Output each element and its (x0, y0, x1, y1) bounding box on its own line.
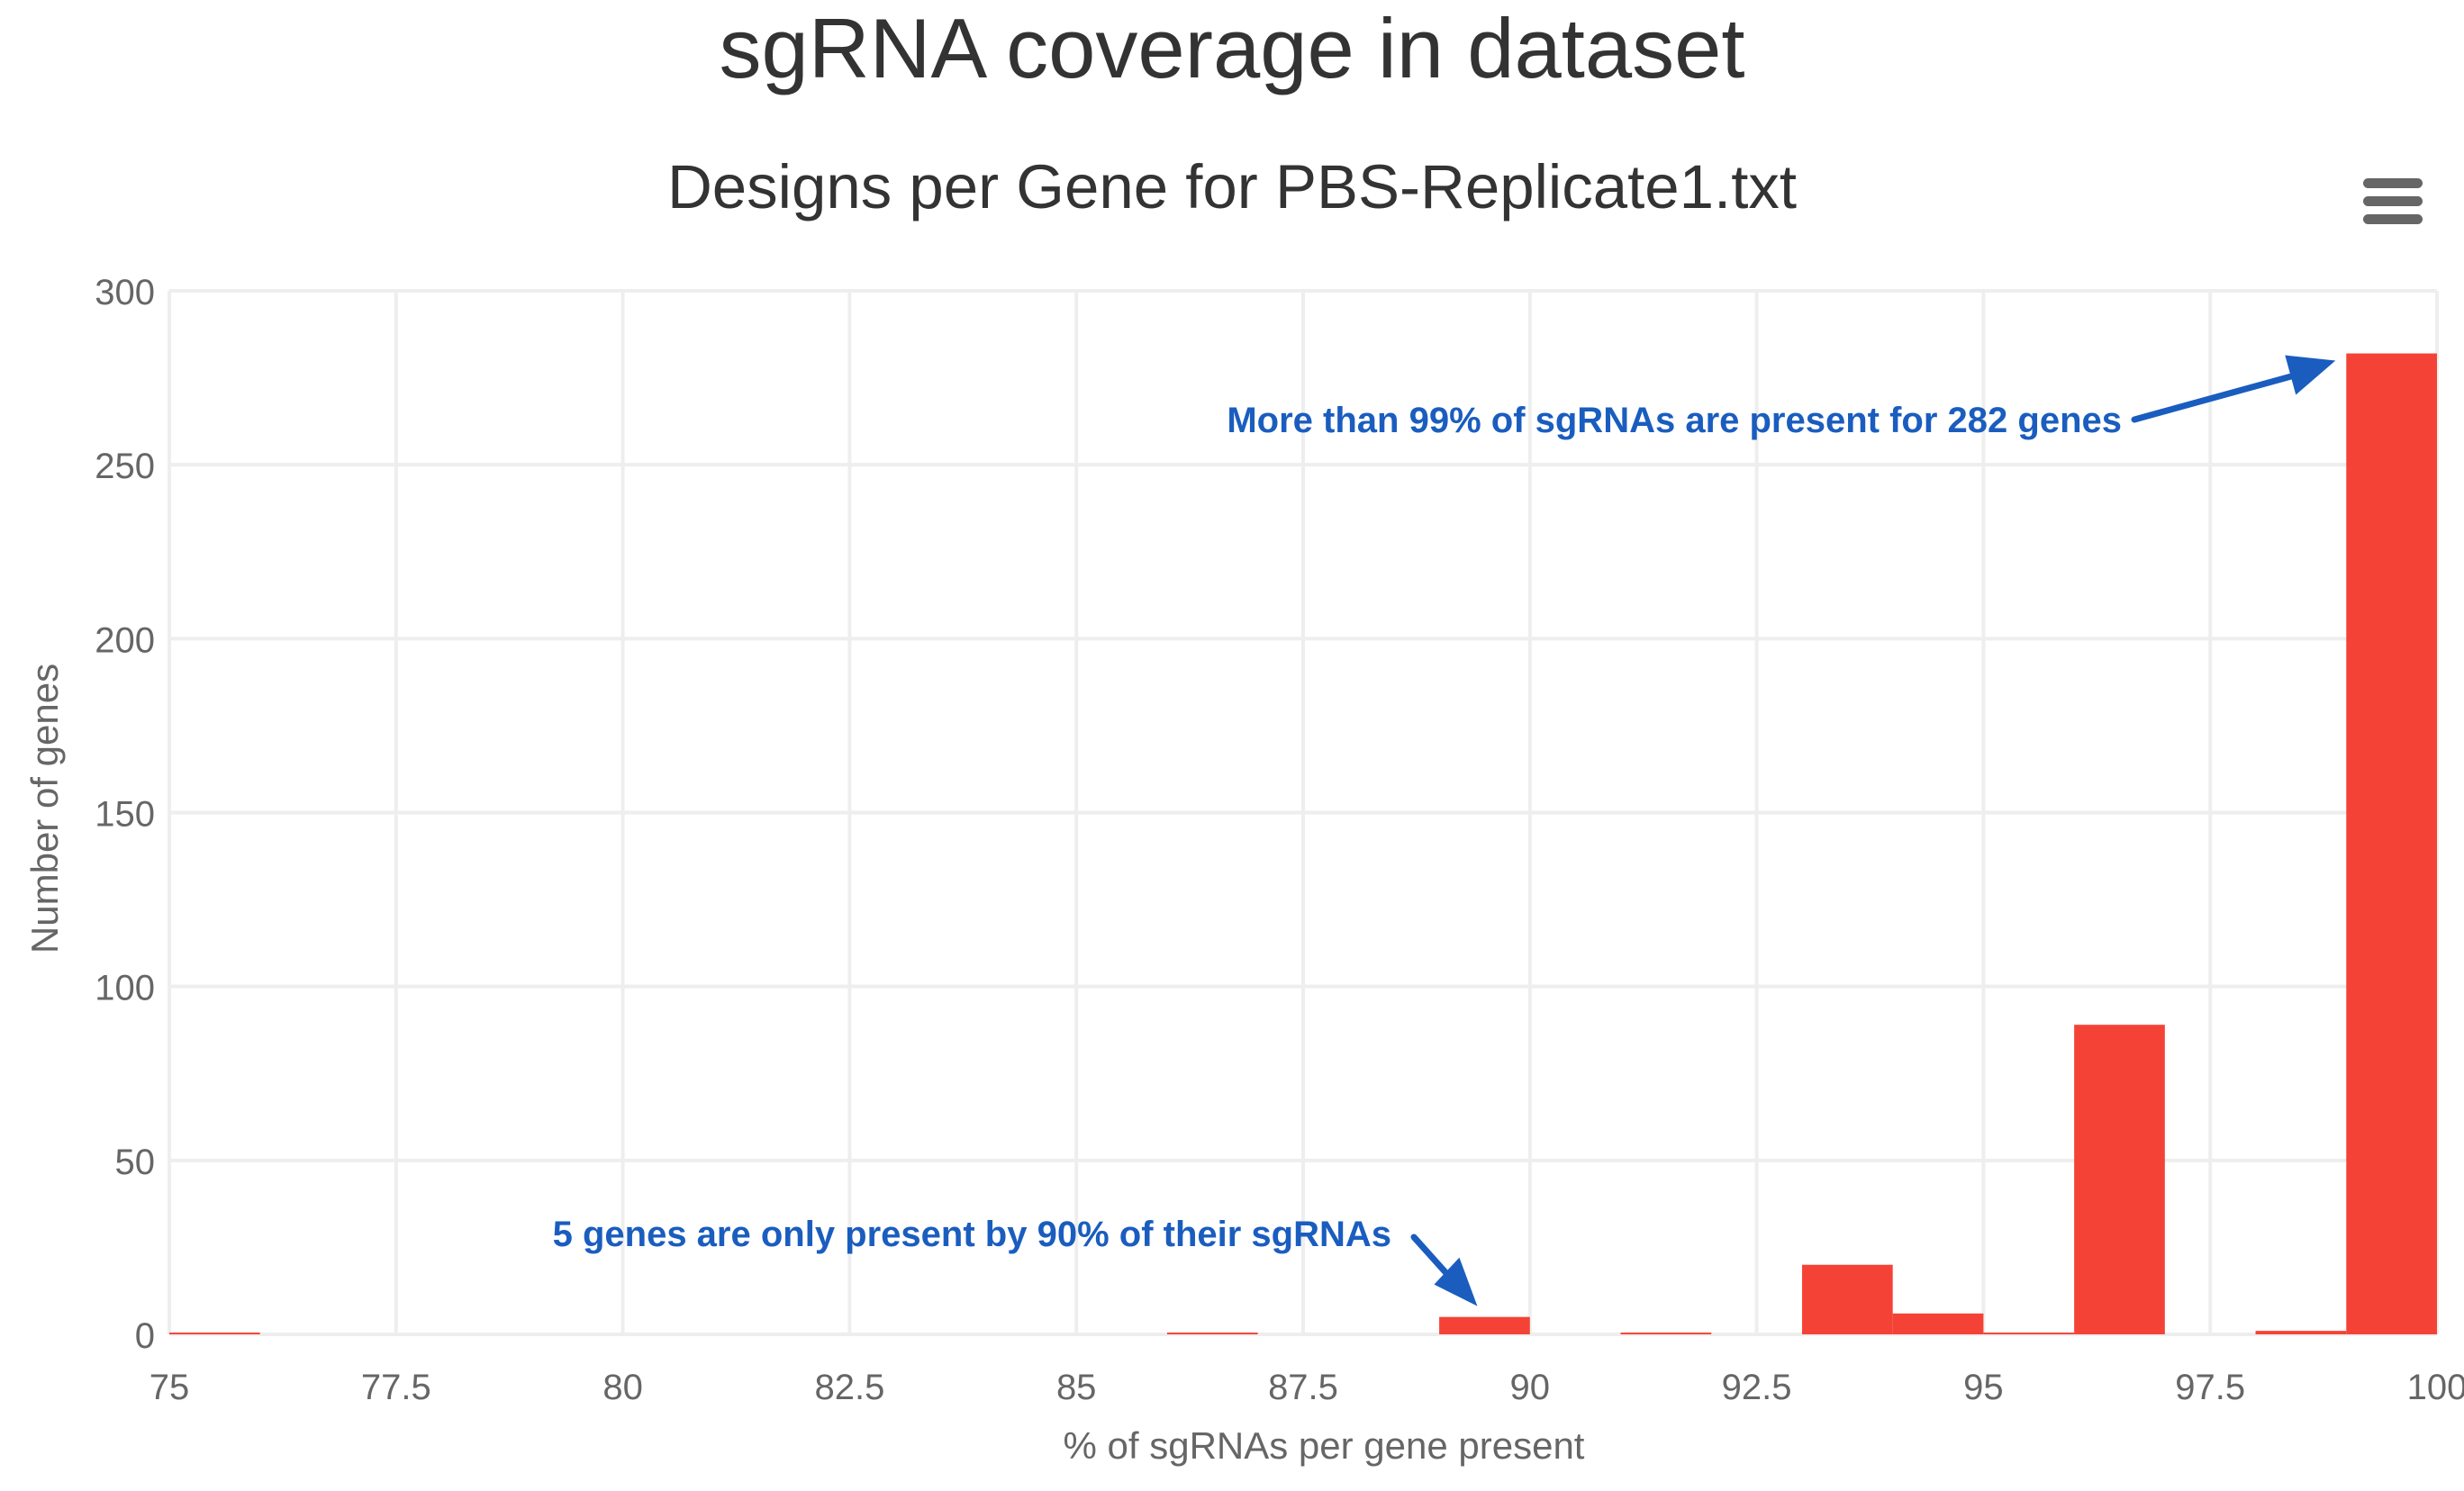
x-tick-label: 77.5 (361, 1368, 431, 1407)
y-tick-label: 200 (95, 620, 155, 660)
annotation-text: 5 genes are only present by 90% of their… (553, 1215, 1391, 1254)
y-tick-label: 0 (135, 1316, 155, 1356)
x-tick-label: 80 (602, 1368, 643, 1407)
arrow-head-icon (1434, 1257, 1478, 1306)
x-tick-label: 75 (149, 1368, 190, 1407)
y-tick-label: 150 (95, 795, 155, 835)
y-tick-label: 250 (95, 447, 155, 486)
histogram-bar[interactable] (2255, 1331, 2347, 1334)
histogram-bar[interactable] (1983, 1333, 2075, 1334)
histogram-bar[interactable] (1439, 1316, 1530, 1334)
annotation-text: More than 99% of sgRNAs are present for … (1227, 401, 2122, 440)
chart-title: Designs per Gene for PBS-Replicate1.txt (667, 152, 1797, 221)
histogram-bar[interactable] (2346, 353, 2437, 1334)
histogram-bar[interactable] (169, 1333, 260, 1334)
x-tick-label: 85 (1056, 1368, 1097, 1407)
y-tick-label: 50 (115, 1143, 156, 1182)
y-tick-label: 100 (95, 969, 155, 1008)
annotation-arrow (2131, 366, 2319, 423)
x-tick-label: 87.5 (1268, 1368, 1338, 1407)
y-axis-title: Number of genes (23, 664, 66, 953)
menu-line-icon (2363, 178, 2423, 188)
x-tick-label: 97.5 (2175, 1368, 2245, 1407)
x-tick-label: 82.5 (814, 1368, 884, 1407)
page-title: sgRNA coverage in dataset (719, 1, 1745, 95)
x-tick-label: 95 (1963, 1368, 2004, 1407)
histogram-bar[interactable] (1801, 1264, 1893, 1334)
x-tick-label: 100 (2407, 1368, 2464, 1407)
histogram-bar[interactable] (2074, 1025, 2165, 1334)
menu-line-icon (2363, 214, 2423, 224)
x-axis-title: % of sgRNAs per gene present (1064, 1424, 1585, 1467)
hamburger-menu-icon[interactable] (2360, 171, 2433, 234)
histogram-bar[interactable] (1166, 1333, 1258, 1334)
x-tick-label: 92.5 (1722, 1368, 1792, 1407)
x-tick-label: 90 (1510, 1368, 1551, 1407)
menu-line-icon (2363, 196, 2423, 206)
histogram-bar[interactable] (1892, 1313, 1984, 1334)
arrow-head-icon (2285, 355, 2336, 395)
y-tick-label: 300 (95, 273, 155, 312)
histogram-bar[interactable] (1620, 1333, 1712, 1334)
